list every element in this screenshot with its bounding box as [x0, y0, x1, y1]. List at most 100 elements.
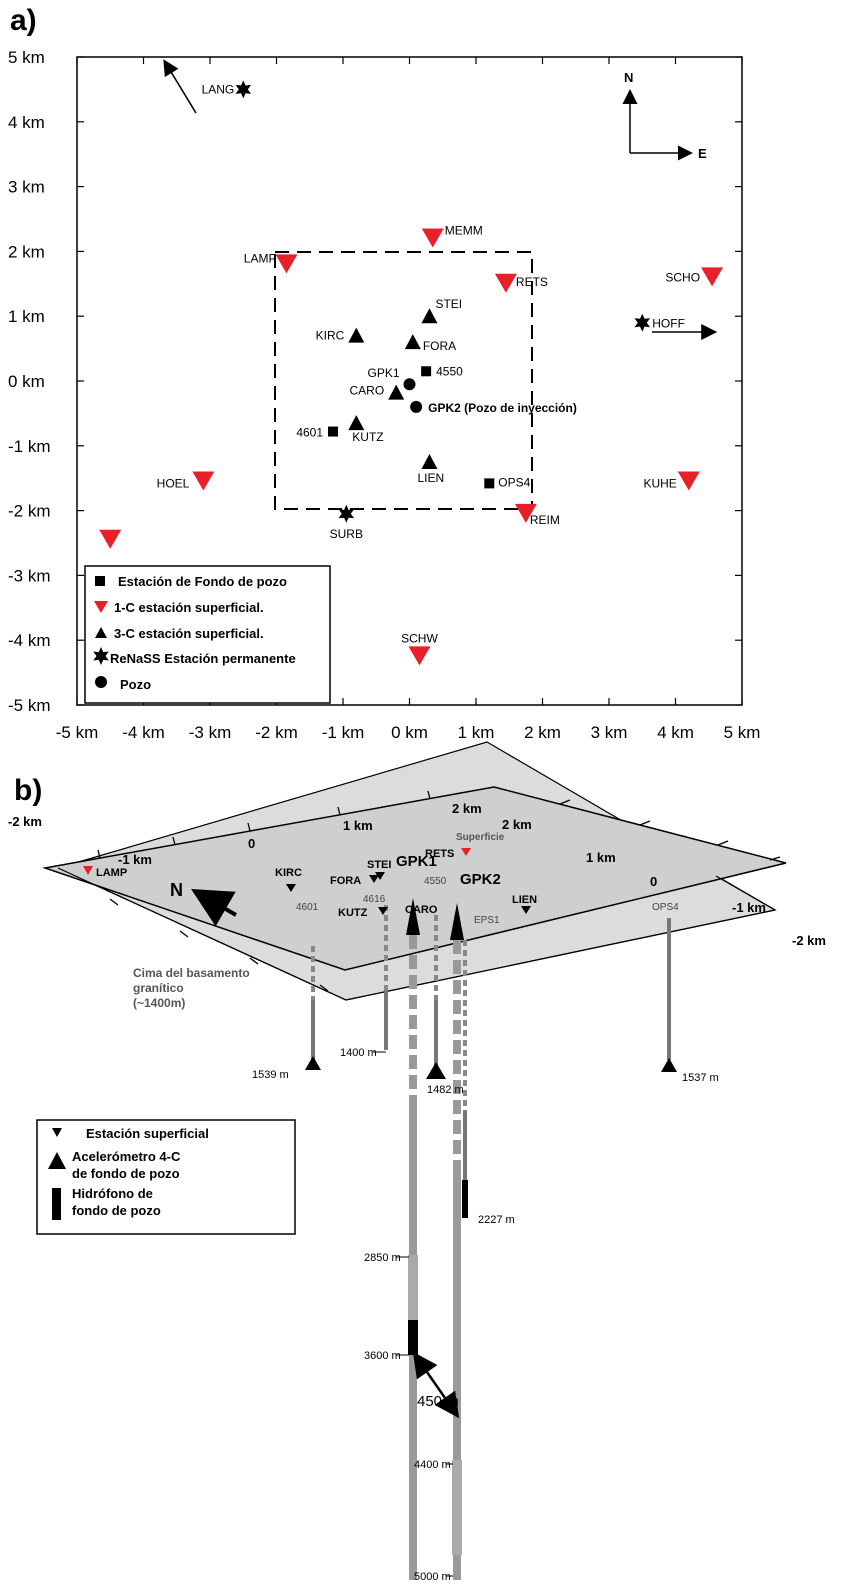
station-1c-rets — [494, 273, 517, 293]
boreholes — [305, 898, 677, 1580]
legend-downhole-icon — [95, 576, 105, 586]
station-3c-caro — [388, 384, 405, 400]
b-lbl-ops4: OPS4 — [652, 902, 679, 913]
y-tick-label: -4 km — [8, 631, 51, 650]
station-1c-kuhe — [677, 471, 700, 491]
b-lbl-lamp: LAMP — [96, 867, 127, 879]
svg-text:Acelerómetro 4-C: Acelerómetro 4-C — [72, 1149, 181, 1164]
svg-text:3600 m: 3600 m — [364, 1350, 401, 1362]
x-tick-label: 2 km — [524, 723, 561, 742]
downhole-ops4 — [484, 478, 495, 489]
label-kutz: KUTZ — [352, 430, 383, 444]
legend-a-item-1: 1-C estación superficial. — [114, 600, 264, 615]
svg-text:1400 m: 1400 m — [340, 1047, 377, 1059]
b-station-kirc — [286, 884, 296, 892]
legend-b: Estación superficial Acelerómetro 4-C de… — [36, 1119, 296, 1235]
y-tick-label: 1 km — [8, 307, 45, 326]
label-schw: SCHW — [401, 631, 438, 645]
legend-a-box — [84, 565, 331, 704]
legend-b-accel-icon — [48, 1152, 66, 1169]
b-lbl-lien: LIEN — [512, 894, 537, 906]
y-tick-label: -3 km — [8, 566, 51, 585]
well-0 — [403, 378, 416, 391]
legend-a-item-4: Pozo — [120, 677, 151, 692]
station-3c-fora — [404, 334, 421, 350]
legend-well-icon — [95, 676, 107, 688]
label-lamp: LAMP — [244, 251, 277, 265]
station-1c-memm — [421, 228, 444, 248]
north-label: N — [170, 880, 183, 900]
panel-a-map: 5 km 4 km 3 km 2 km 1 km 0 km -1 km -2 km -3 km -… — [8, 48, 760, 742]
svg-text:2227 m: 2227 m — [478, 1214, 515, 1226]
granite-label-2: (~1400m) — [133, 996, 185, 1010]
permanent-hoff — [634, 313, 650, 332]
label-reim: REIM — [530, 513, 560, 527]
station-3c-lien — [421, 454, 438, 469]
label-stei: STEI — [435, 297, 462, 311]
b-tick-2: 2 km — [452, 801, 482, 816]
surface-label: Superficie — [456, 832, 505, 843]
x-tick-label: -2 km — [255, 723, 298, 742]
b-lbl-caro: CARO — [405, 904, 438, 916]
y-tick-label: 0 km — [8, 372, 45, 391]
label-kirc: KIRC — [316, 329, 345, 343]
label-ops4: OPS4 — [498, 475, 530, 489]
label-memm: MEMM — [445, 223, 483, 237]
station-1c-scho — [701, 267, 724, 287]
downhole-4601 — [328, 426, 339, 437]
x-tick-label: 3 km — [591, 723, 628, 742]
legend-1c-icon — [94, 601, 108, 613]
label-4550: 4550 — [436, 364, 463, 378]
granite-label-1: granítico — [133, 981, 184, 995]
panel-b-label: b) — [14, 774, 42, 807]
legend-permanent-icon — [93, 647, 109, 665]
svg-text:1537 m: 1537 m — [682, 1072, 719, 1084]
svg-text:Hidrófono de: Hidrófono de — [72, 1186, 153, 1201]
svg-text:450 m: 450 m — [417, 1393, 459, 1410]
b-station-stei — [375, 872, 385, 880]
y-tick-label: -2 km — [8, 502, 51, 521]
b-lbl-4550: 4550 — [424, 876, 447, 887]
b-tick-neg1: -1 km — [118, 852, 152, 867]
svg-text:5000 m: 5000 m — [414, 1571, 451, 1583]
y-tick-label: 4 km — [8, 113, 45, 132]
x-tick-label: -4 km — [122, 723, 165, 742]
b-lbl-4616: 4616 — [363, 894, 386, 905]
legend-star — [93, 647, 109, 665]
granite-label-0: Cima del basamento — [133, 966, 250, 980]
svg-text:2850 m: 2850 m — [364, 1252, 401, 1264]
label-hoff: HOFF — [652, 317, 685, 331]
x-tick-label: 0 km — [391, 723, 428, 742]
legend-a-item-3: ReNaSS Estación permanente — [110, 651, 296, 666]
north-arrow — [191, 888, 238, 927]
legend-b-surface-icon — [52, 1128, 62, 1137]
b-lbl-4601: 4601 — [296, 902, 319, 913]
label-gpk2: GPK2 (Pozo de inyección) — [428, 401, 577, 415]
b-lbl-fora: FORA — [330, 875, 361, 887]
lang-arrow — [163, 59, 197, 114]
y-tick-label: 2 km — [8, 242, 45, 261]
label-scho: SCHO — [665, 270, 700, 284]
b-station-lien — [521, 906, 531, 914]
label-caro: CARO — [350, 384, 385, 398]
label-surb: SURB — [330, 527, 363, 541]
b-rtick-neg1: -1 km — [732, 900, 766, 915]
station-1c-schw — [408, 646, 431, 666]
permanent-surb — [338, 504, 355, 523]
compass-north: N — [624, 70, 633, 85]
b-station-lamp — [83, 866, 93, 875]
label-kuhe: KUHE — [643, 476, 676, 490]
b-lbl-eps1: EPS1 — [474, 915, 500, 926]
label-lang: LANG — [202, 82, 235, 96]
x-tick-label: -5 km — [56, 723, 99, 742]
svg-text:fondo de pozo: fondo de pozo — [72, 1203, 161, 1218]
x-tick-label: 4 km — [657, 723, 694, 742]
legend-a-item-2: 3-C estación superficial. — [114, 626, 264, 641]
svg-text:de fondo de pozo: de fondo de pozo — [72, 1166, 180, 1181]
b-lbl-gpk1: GPK1 — [396, 853, 437, 870]
b-rtick-neg2: -2 km — [792, 933, 826, 948]
x-tick-label: -3 km — [189, 723, 232, 742]
permanent-lang — [235, 80, 251, 99]
svg-text:Estación superficial: Estación superficial — [86, 1126, 209, 1141]
